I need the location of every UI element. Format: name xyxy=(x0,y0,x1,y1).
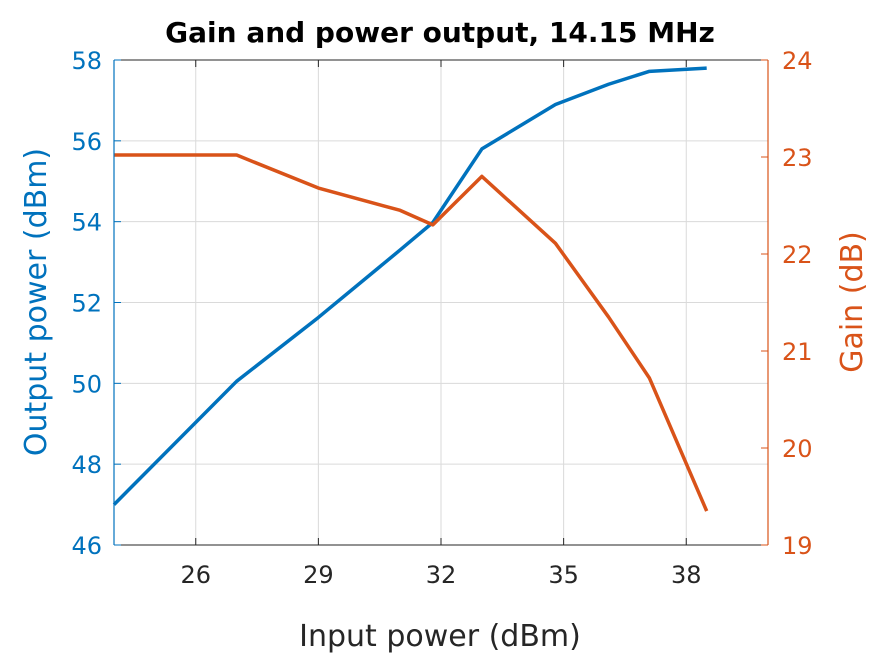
x-tick-label-1: 29 xyxy=(303,561,334,589)
chart-title: Gain and power output, 14.15 MHz xyxy=(165,16,715,49)
series-lines xyxy=(112,66,709,512)
y-left-tick-label-0: 46 xyxy=(71,532,102,560)
y-right-tick-label-4: 23 xyxy=(782,144,813,172)
y-right-tick-label-3: 22 xyxy=(782,241,813,269)
y-right-tick-label-2: 21 xyxy=(782,338,813,366)
series-line-output-power xyxy=(112,66,707,506)
y-left-tick-label-3: 52 xyxy=(71,290,102,318)
y-axis-left-label: Output power (dBm) xyxy=(19,148,54,456)
y-axis-right-label: Gain (dB) xyxy=(835,231,870,373)
x-axis-label: Input power (dBm) xyxy=(299,619,581,654)
axes xyxy=(113,59,769,546)
y-left-tick-label-1: 48 xyxy=(71,451,102,479)
x-tick-label-3: 35 xyxy=(548,561,579,589)
y-left-tick-label-2: 50 xyxy=(71,370,102,398)
y-left-tick-label-6: 58 xyxy=(71,47,102,75)
y-left-tick-label-4: 54 xyxy=(71,209,102,237)
y-right-tick-label-0: 19 xyxy=(782,532,813,560)
y-right-tick-label-5: 24 xyxy=(782,47,813,75)
x-tick-label-4: 38 xyxy=(671,561,702,589)
x-tick-label-0: 26 xyxy=(180,561,211,589)
series-line-gain xyxy=(114,153,709,512)
x-tick-label-2: 32 xyxy=(426,561,457,589)
y-left-tick-label-5: 56 xyxy=(71,128,102,156)
tick-labels: 26 29 32 35 38 46 48 50 52 54 56 58 19 20 21 22 23 24 xyxy=(71,47,812,589)
y-right-tick-label-1: 20 xyxy=(782,435,813,463)
